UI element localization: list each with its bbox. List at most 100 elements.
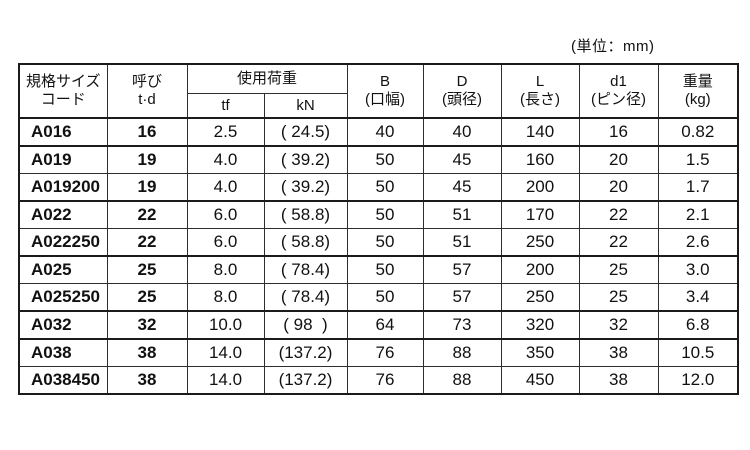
spec-table: 規格サイズ コード 呼び t·d 使用荷重 B (口幅) D (頭径) L (長…: [18, 63, 739, 395]
cell-kg: 1.5: [657, 145, 739, 174]
header-weight-line2: (kg): [684, 91, 711, 108]
header-nominal-line1: 呼び: [131, 73, 162, 91]
cell-tf: 10.0: [186, 310, 265, 340]
header-nominal-line2: t·d: [138, 91, 156, 108]
cell-td: 25: [106, 255, 188, 284]
cell-tf: 2.5: [186, 117, 265, 147]
cell-kg: 3.0: [657, 255, 739, 284]
cell-d1: 22: [578, 228, 659, 257]
header-code: 規格サイズ コード: [18, 63, 108, 119]
header-working-load: 使用荷重: [186, 63, 348, 94]
cell-kg: 2.1: [657, 200, 739, 229]
cell-d: 73: [422, 310, 502, 340]
cell-d1: 38: [578, 366, 659, 395]
cell-kg: 1.7: [657, 173, 739, 202]
cell-kn: ( 39.2): [263, 173, 348, 202]
header-d1-line2: (ピン径): [591, 91, 646, 108]
cell-td: 32: [106, 310, 188, 340]
table-body: A016 16 2.5( 24.5) 40 40 140 16 0.82 A019 19 4.0( …: [18, 117, 739, 395]
table-row: A025 25 8.0( 78.4) 50 57 200 25 3.0: [18, 255, 739, 284]
header-d-line2: (頭径): [442, 91, 482, 108]
header-kn: kN: [263, 93, 348, 119]
cell-d1: 38: [578, 338, 659, 367]
cell-td: 38: [106, 366, 188, 395]
cell-kn: ( 78.4): [263, 283, 348, 312]
cell-d1: 16: [578, 117, 659, 147]
cell-l: 160: [500, 145, 580, 174]
cell-d: 51: [422, 228, 502, 257]
header-code-line1: 規格サイズ: [25, 73, 101, 91]
header-b-line2: (口幅): [365, 91, 405, 108]
header-head-dia-d: D (頭径): [422, 63, 502, 119]
cell-l: 250: [500, 283, 580, 312]
cell-kn: ( 58.8): [263, 228, 348, 257]
cell-kg: 6.8: [657, 310, 739, 340]
header-d-line1: D: [456, 73, 468, 91]
cell-code: A038: [18, 338, 108, 367]
cell-code: A025250: [18, 283, 108, 312]
cell-kn: ( 98 ): [263, 310, 348, 340]
cell-b: 50: [346, 173, 424, 202]
table-header: 規格サイズ コード 呼び t·d 使用荷重 B (口幅) D (頭径) L (長…: [18, 63, 739, 119]
cell-d: 88: [422, 338, 502, 367]
cell-b: 40: [346, 117, 424, 147]
header-nominal: 呼び t·d: [106, 63, 188, 119]
table-row: A016 16 2.5( 24.5) 40 40 140 16 0.82: [18, 117, 739, 147]
cell-d1: 20: [578, 173, 659, 202]
header-code-line2: コード: [40, 91, 86, 108]
cell-b: 50: [346, 255, 424, 284]
cell-d: 57: [422, 255, 502, 284]
cell-code: A032: [18, 310, 108, 340]
cell-td: 25: [106, 283, 188, 312]
cell-l: 320: [500, 310, 580, 340]
cell-tf: 6.0: [186, 228, 265, 257]
cell-kn: ( 39.2): [263, 145, 348, 174]
cell-b: 50: [346, 200, 424, 229]
cell-code: A016: [18, 117, 108, 147]
cell-td: 22: [106, 200, 188, 229]
header-pin-dia-d1: d1 (ピン径): [578, 63, 659, 119]
cell-td: 19: [106, 145, 188, 174]
cell-td: 19: [106, 173, 188, 202]
cell-d1: 25: [578, 255, 659, 284]
cell-code: A025: [18, 255, 108, 284]
cell-l: 450: [500, 366, 580, 395]
cell-d: 45: [422, 145, 502, 174]
cell-code: A022250: [18, 228, 108, 257]
cell-kn: ( 58.8): [263, 200, 348, 229]
cell-b: 64: [346, 310, 424, 340]
cell-kg: 2.6: [657, 228, 739, 257]
table-row: A022250 22 6.0( 58.8) 50 51 250 22 2.6: [18, 228, 739, 257]
cell-l: 250: [500, 228, 580, 257]
cell-d1: 25: [578, 283, 659, 312]
cell-b: 50: [346, 228, 424, 257]
cell-d1: 20: [578, 145, 659, 174]
cell-kg: 3.4: [657, 283, 739, 312]
header-length-l: L (長さ): [500, 63, 580, 119]
cell-td: 38: [106, 338, 188, 367]
cell-td: 16: [106, 117, 188, 147]
cell-d: 45: [422, 173, 502, 202]
cell-l: 140: [500, 117, 580, 147]
cell-d: 57: [422, 283, 502, 312]
cell-kn: ( 78.4): [263, 255, 348, 284]
cell-l: 200: [500, 173, 580, 202]
header-tf: tf: [186, 93, 265, 119]
cell-b: 50: [346, 283, 424, 312]
header-l-line2: (長さ): [520, 91, 560, 108]
cell-b: 76: [346, 366, 424, 395]
cell-tf: 4.0: [186, 145, 265, 174]
table-row: A038 38 14.0 (137.2) 76 88 350 38 10.5: [18, 338, 739, 367]
table-row: A038450 38 14.0 (137.2) 76 88 450 38 12.0: [18, 366, 739, 395]
table-row: A019 19 4.0( 39.2) 50 45 160 20 1.5: [18, 145, 739, 174]
cell-tf: 8.0: [186, 283, 265, 312]
header-l-line1: L: [535, 73, 545, 91]
cell-code: A019200: [18, 173, 108, 202]
cell-kg: 0.82: [657, 117, 739, 147]
cell-kn: (137.2): [263, 366, 348, 395]
cell-d1: 22: [578, 200, 659, 229]
cell-tf: 14.0: [186, 338, 265, 367]
cell-kg: 10.5: [657, 338, 739, 367]
table-row: A019200 19 4.0( 39.2) 50 45 200 20 1.7: [18, 173, 739, 202]
cell-tf: 4.0: [186, 173, 265, 202]
